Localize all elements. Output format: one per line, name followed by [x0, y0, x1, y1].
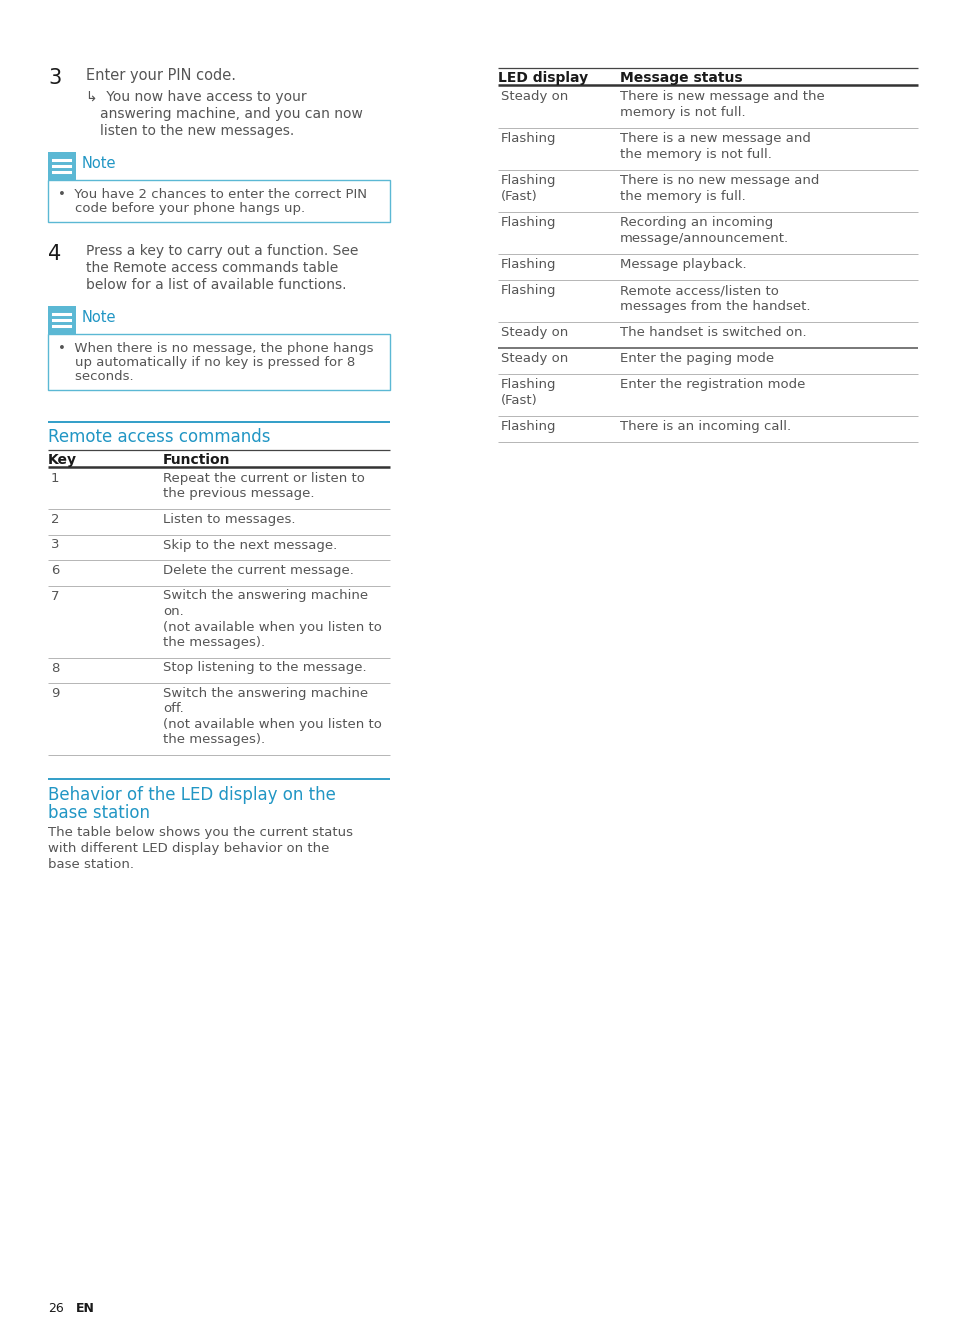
Text: up automatically if no key is pressed for 8: up automatically if no key is pressed fo…	[58, 356, 355, 370]
Text: 8: 8	[51, 662, 59, 675]
Text: There is no new message and: There is no new message and	[619, 173, 819, 187]
Text: 26: 26	[48, 1302, 64, 1315]
Text: Flashing: Flashing	[500, 132, 556, 145]
Text: Skip to the next message.: Skip to the next message.	[163, 539, 337, 551]
Text: Steady on: Steady on	[500, 89, 568, 103]
Text: Switch the answering machine: Switch the answering machine	[163, 687, 368, 700]
Text: 1: 1	[51, 472, 59, 486]
Text: Flashing: Flashing	[500, 420, 556, 434]
Text: with different LED display behavior on the: with different LED display behavior on t…	[48, 842, 329, 855]
Text: the Remote access commands table: the Remote access commands table	[86, 261, 338, 275]
Text: There is a new message and: There is a new message and	[619, 132, 810, 145]
Text: There is an incoming call.: There is an incoming call.	[619, 420, 790, 434]
Text: code before your phone hangs up.: code before your phone hangs up.	[58, 201, 305, 215]
Text: (not available when you listen to: (not available when you listen to	[163, 718, 381, 731]
Text: Listen to messages.: Listen to messages.	[163, 514, 295, 526]
Text: Flashing: Flashing	[500, 284, 556, 297]
Text: Message status: Message status	[619, 71, 741, 85]
Text: the memory is full.: the memory is full.	[619, 189, 745, 203]
Text: the memory is not full.: the memory is not full.	[619, 148, 771, 161]
Text: (not available when you listen to: (not available when you listen to	[163, 620, 381, 634]
Bar	[48, 334, 390, 390]
Text: Steady on: Steady on	[500, 352, 568, 366]
Text: Remote access/listen to: Remote access/listen to	[619, 284, 778, 297]
Text: There is new message and the: There is new message and the	[619, 89, 824, 103]
Text: Flashing: Flashing	[500, 216, 556, 229]
Text: 7: 7	[51, 590, 59, 603]
Text: below for a list of available functions.: below for a list of available functions.	[86, 277, 346, 292]
Text: 2: 2	[51, 514, 59, 526]
Text: seconds.: seconds.	[58, 370, 133, 383]
Text: Key: Key	[48, 454, 77, 467]
Text: Recording an incoming: Recording an incoming	[619, 216, 773, 229]
Text: the messages).: the messages).	[163, 734, 265, 747]
Text: answering machine, and you can now: answering machine, and you can now	[100, 107, 362, 121]
Text: •  You have 2 chances to enter the correct PIN: • You have 2 chances to enter the correc…	[58, 188, 367, 201]
Text: The table below shows you the current status: The table below shows you the current st…	[48, 826, 353, 839]
Text: 6: 6	[51, 564, 59, 578]
Text: Enter your PIN code.: Enter your PIN code.	[86, 68, 235, 83]
Text: (Fast): (Fast)	[500, 394, 537, 407]
Text: memory is not full.: memory is not full.	[619, 105, 745, 119]
Text: •  When there is no message, the phone hangs: • When there is no message, the phone ha…	[58, 342, 374, 355]
Text: Behavior of the LED display on the: Behavior of the LED display on the	[48, 786, 335, 804]
Bar	[48, 152, 76, 180]
Text: Flashing: Flashing	[500, 257, 556, 271]
Text: EN: EN	[76, 1302, 94, 1315]
Text: 9: 9	[51, 687, 59, 700]
Text: (Fast): (Fast)	[500, 189, 537, 203]
Text: Note: Note	[82, 156, 116, 171]
Text: Press a key to carry out a function. See: Press a key to carry out a function. See	[86, 244, 358, 257]
Text: The handset is switched on.: The handset is switched on.	[619, 325, 806, 339]
Text: 4: 4	[48, 244, 61, 264]
Text: Enter the registration mode: Enter the registration mode	[619, 378, 804, 391]
Text: the messages).: the messages).	[163, 636, 265, 650]
Text: base station: base station	[48, 804, 150, 822]
Text: on.: on.	[163, 606, 184, 618]
Text: 3: 3	[51, 539, 59, 551]
Text: Flashing: Flashing	[500, 173, 556, 187]
Text: message/announcement.: message/announcement.	[619, 232, 788, 245]
Text: Repeat the current or listen to: Repeat the current or listen to	[163, 472, 364, 486]
Text: Function: Function	[163, 454, 231, 467]
Text: Remote access commands: Remote access commands	[48, 428, 271, 446]
Text: Enter the paging mode: Enter the paging mode	[619, 352, 773, 366]
Text: base station.: base station.	[48, 858, 133, 871]
Text: Flashing: Flashing	[500, 378, 556, 391]
Text: off.: off.	[163, 703, 184, 715]
Text: 3: 3	[48, 68, 61, 88]
Text: listen to the new messages.: listen to the new messages.	[100, 124, 294, 137]
Text: Switch the answering machine: Switch the answering machine	[163, 590, 368, 603]
Text: Note: Note	[82, 309, 116, 325]
Text: Steady on: Steady on	[500, 325, 568, 339]
Text: Delete the current message.: Delete the current message.	[163, 564, 354, 578]
Text: the previous message.: the previous message.	[163, 487, 314, 500]
Text: ↳  You now have access to your: ↳ You now have access to your	[86, 89, 306, 104]
Bar	[48, 180, 390, 221]
Text: Message playback.: Message playback.	[619, 257, 746, 271]
Text: LED display: LED display	[497, 71, 587, 85]
Text: Stop listening to the message.: Stop listening to the message.	[163, 662, 366, 675]
Text: messages from the handset.: messages from the handset.	[619, 300, 810, 313]
Bar	[48, 305, 76, 334]
